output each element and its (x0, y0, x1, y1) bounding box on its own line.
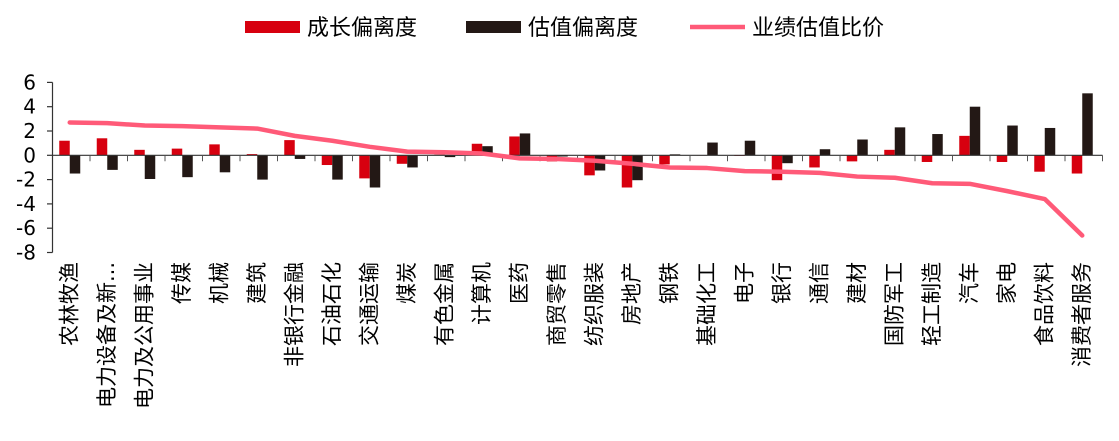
bar-valuation (557, 155, 568, 157)
bar-growth (321, 155, 333, 166)
bar-valuation (782, 155, 793, 164)
bar-valuation (519, 133, 531, 156)
y-tick-label: -4 (16, 192, 36, 216)
bar-valuation (1007, 125, 1018, 156)
x-tick-label: 消费者服务 (1070, 262, 1094, 367)
bar-growth (996, 155, 1008, 162)
bar-valuation (257, 155, 268, 180)
x-tick-label: 计算机 (470, 262, 494, 325)
legend: 成长偏离度 估值偏离度 业绩估值比价 (245, 16, 884, 41)
bar-valuation (182, 155, 193, 178)
bar-valuation (369, 155, 381, 188)
bar-valuation (1044, 127, 1056, 156)
line-path (67, 120, 1085, 238)
x-tick-label: 钢铁 (657, 262, 681, 304)
y-tick-label: 6 (23, 70, 36, 94)
bar-valuation (969, 106, 981, 156)
x-tick-label: 建材 (845, 262, 869, 304)
x-tick-label: 家电 (995, 262, 1019, 304)
bar-valuation (69, 155, 81, 174)
bar-valuation (632, 155, 643, 181)
y-tick-label: 0 (23, 143, 36, 167)
y-tick-label: 4 (23, 95, 36, 119)
x-tick-labels: 农林牧渔 电力设备及新... 电力及公用事业 传媒 机械 建筑 非银行金融 石油石化 交通运输煤… (57, 262, 1094, 409)
bar-growth (921, 155, 933, 162)
bar-growth (171, 148, 183, 156)
x-tick-label: 农林牧渔 (57, 262, 81, 346)
bar-valuation (482, 146, 493, 156)
bar-growth (96, 138, 108, 156)
x-tick-label: 建筑 (245, 262, 269, 304)
x-tick-label: 基础化工 (695, 262, 719, 346)
bar-growth (134, 149, 145, 156)
bar-growth (396, 155, 408, 164)
bar-growth (959, 135, 970, 156)
bar-growth (771, 155, 783, 181)
bar-valuation (144, 155, 156, 179)
x-tick-label: 纺织服装 (582, 262, 606, 346)
x-tick-label: 电力设备及新... (95, 262, 119, 408)
x-tick-label: 传媒 (170, 262, 194, 304)
x-tick-label: 通信 (807, 262, 831, 304)
x-tick-label: 食品饮料 (1032, 262, 1056, 346)
y-tick-label: 2 (23, 119, 36, 143)
bar-growth (621, 155, 633, 188)
legend-label: 业绩估值比价 (752, 16, 884, 41)
bar-valuation (219, 155, 231, 173)
bar-valuation (819, 149, 831, 156)
x-tick-label: 石油石化 (320, 262, 344, 346)
bar-growth (59, 140, 70, 156)
bar-growth (509, 136, 520, 156)
bar-growth (284, 140, 295, 156)
x-tick-label: 机械 (207, 262, 231, 304)
bar-growth (809, 155, 820, 168)
x-tick-label: 电子 (732, 262, 756, 304)
x-tick-label: 非银行金融 (282, 262, 306, 367)
bar-growth (884, 149, 895, 156)
x-tick-label: 国防军工 (882, 262, 906, 346)
bar-growth (359, 155, 370, 179)
x-tick-label: 煤炭 (395, 262, 419, 304)
bar-growth (1034, 155, 1045, 172)
bar-valuation (332, 155, 343, 180)
bars (59, 93, 1093, 188)
bar-valuation (707, 142, 718, 156)
x-tick-label: 医药 (507, 262, 531, 304)
legend-swatch (245, 21, 300, 33)
bar-valuation (744, 140, 756, 156)
bar-valuation (857, 139, 868, 156)
line-series (67, 120, 1085, 238)
bar-growth (846, 155, 858, 162)
x-tick-label: 有色金属 (432, 262, 456, 346)
y-tick-label: -2 (16, 168, 36, 192)
x-tick-label: 汽车 (957, 262, 981, 304)
legend-label: 成长偏离度 (307, 16, 417, 41)
bar-valuation (444, 155, 456, 158)
bar-valuation (294, 155, 306, 159)
bar-growth (471, 143, 483, 156)
x-tick-label: 银行 (770, 262, 794, 304)
x-tick-label: 电力及公用事业 (132, 262, 156, 409)
bar-growth (209, 144, 220, 156)
legend-swatch (466, 21, 521, 33)
bar-valuation (407, 155, 418, 168)
bar-valuation (1082, 93, 1093, 156)
x-tick-label: 房地产 (620, 262, 644, 325)
bar-growth (1071, 155, 1083, 174)
bar-growth (584, 155, 595, 176)
bar-growth (246, 154, 258, 156)
bar-valuation (107, 155, 118, 170)
x-tick-label: 轻工制造 (920, 262, 944, 346)
y-tick-label: -6 (16, 216, 36, 240)
bar-growth (659, 155, 670, 165)
x-tick-label: 商贸零售 (545, 262, 569, 346)
y-tick-label: -8 (16, 241, 36, 265)
legend-label: 估值偏离度 (528, 16, 638, 41)
bar-valuation (932, 134, 943, 156)
x-tick-label: 交通运输 (357, 262, 381, 346)
bar-valuation (894, 127, 906, 156)
